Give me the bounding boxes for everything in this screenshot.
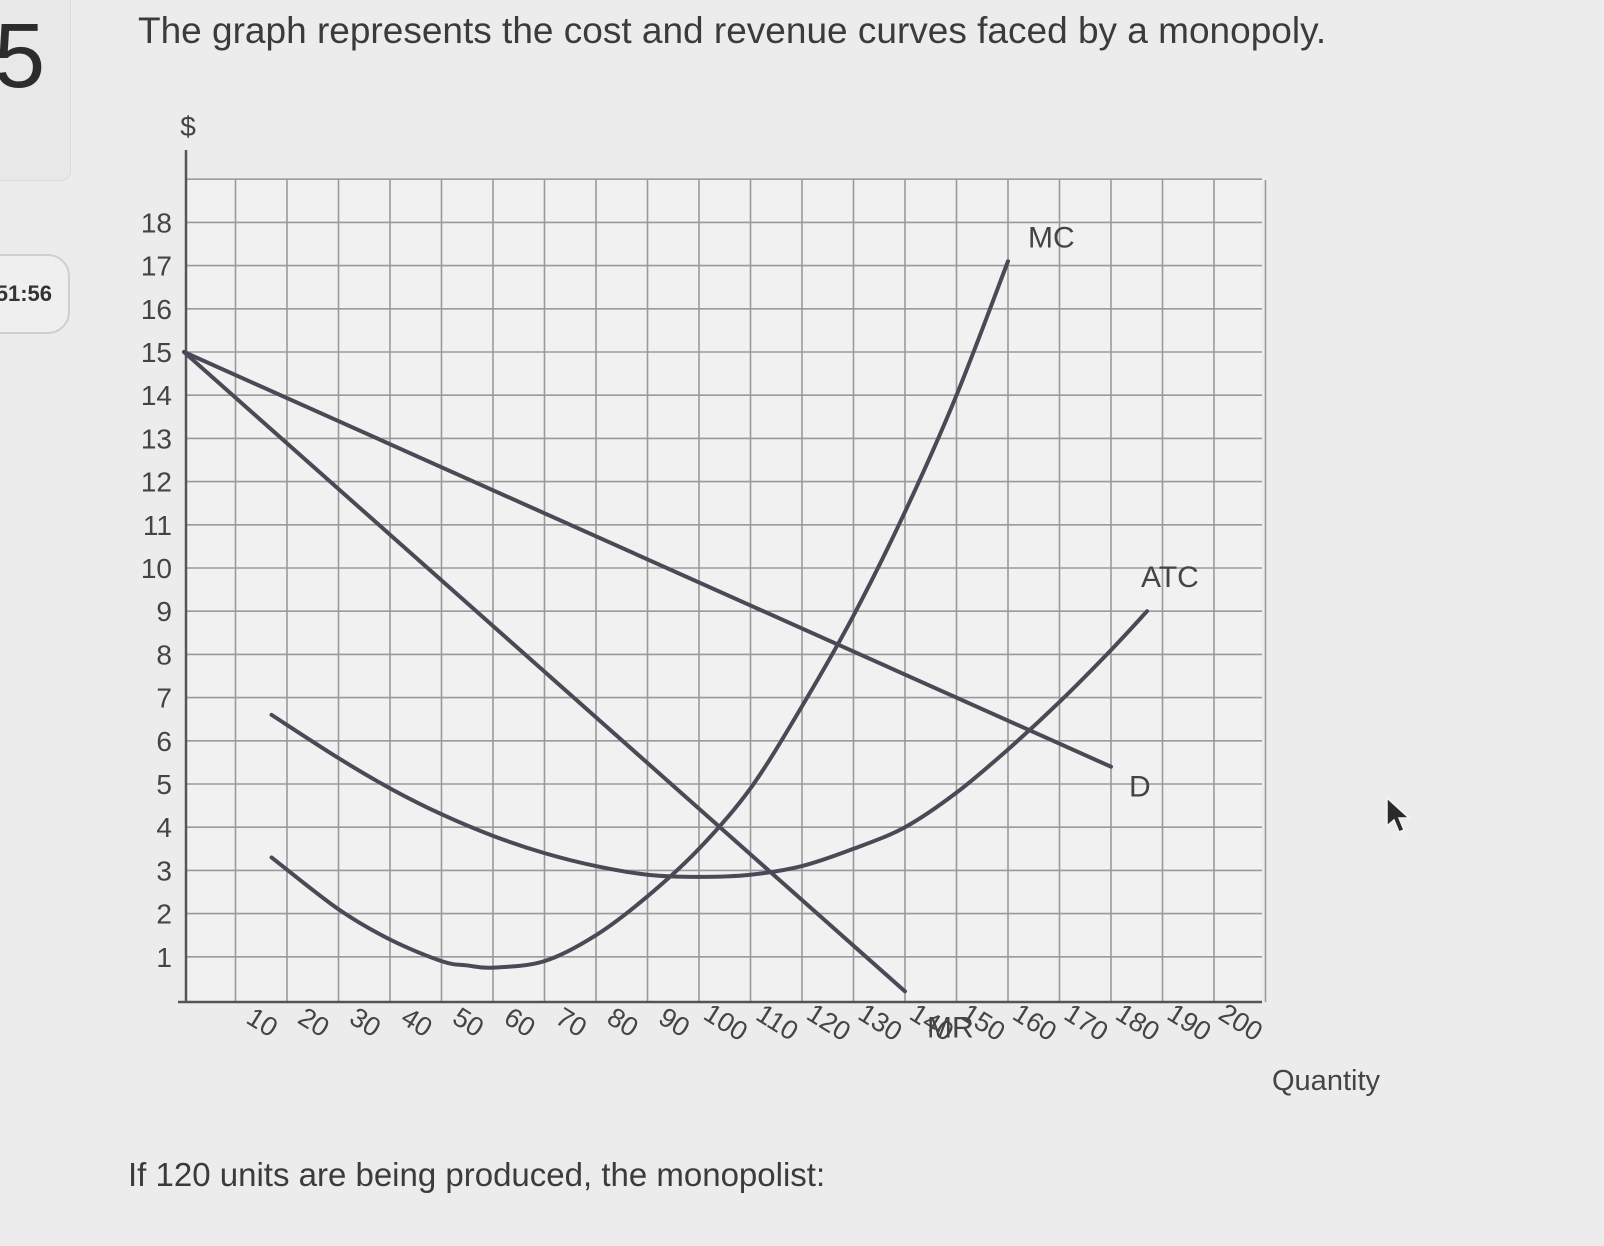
timer-text: 51:56 <box>0 281 52 306</box>
series-line-d <box>182 350 1113 769</box>
x-tick-label: 190 <box>1162 998 1216 1047</box>
x-tick-label: 130 <box>853 998 907 1047</box>
y-tick-label: 5 <box>156 769 172 800</box>
y-tick-label: 7 <box>156 683 172 714</box>
y-tick-label: 15 <box>141 337 172 368</box>
x-tick-label: 180 <box>1111 998 1165 1047</box>
series-line-atc <box>269 609 1150 879</box>
x-tick-label: 40 <box>396 1002 437 1043</box>
y-tick-label: 2 <box>156 899 172 930</box>
x-tick-label: 90 <box>654 1002 695 1043</box>
plot-area <box>186 180 1262 1002</box>
question-text: If 120 units are being produced, the mon… <box>128 1156 826 1193</box>
chart-series <box>182 259 1150 994</box>
series-label-d: D <box>1129 771 1151 804</box>
y-tick-label: 11 <box>143 510 172 541</box>
x-tick-label: 170 <box>1059 998 1113 1047</box>
x-tick-label: 100 <box>699 998 753 1047</box>
y-tick-label: 10 <box>141 553 172 584</box>
x-tick-label: 50 <box>448 1002 489 1043</box>
series-label-atc: ATC <box>1141 561 1199 594</box>
cursor-icon <box>1386 796 1411 833</box>
y-axis-label: $ <box>180 111 196 142</box>
y-tick-label: 1 <box>156 942 172 973</box>
chart-axes <box>178 150 1262 1004</box>
x-tick-label: 30 <box>345 1002 386 1043</box>
y-tick-label: 17 <box>141 251 172 282</box>
y-tick-label: 18 <box>141 207 172 238</box>
y-tick-label: 4 <box>156 812 172 843</box>
x-tick-label: 20 <box>293 1002 334 1043</box>
x-tick-label: 60 <box>499 1002 540 1043</box>
series-line-mr <box>182 350 907 994</box>
y-tick-label: 12 <box>141 467 172 498</box>
y-tick-label: 3 <box>156 855 172 886</box>
y-tick-label: 13 <box>141 423 172 454</box>
y-tick-label: 16 <box>141 294 172 325</box>
series-label-mr: MR <box>927 1011 974 1044</box>
question-prompt: The graph represents the cost and revenu… <box>138 10 1327 51</box>
x-tick-label: 10 <box>242 1002 283 1043</box>
x-axis-label: Quantity <box>1272 1065 1380 1097</box>
x-tick-label: 80 <box>602 1002 643 1043</box>
y-tick-label: 8 <box>156 639 172 670</box>
series-line-mc <box>269 259 1010 970</box>
x-tick-label: 120 <box>802 998 856 1047</box>
x-tick-label: 160 <box>1008 998 1062 1047</box>
x-tick-label: 70 <box>551 1002 592 1043</box>
x-tick-label: 200 <box>1214 998 1268 1047</box>
series-label-mc: MC <box>1028 221 1075 254</box>
question-number: 5 <box>0 5 46 107</box>
y-tick-label: 9 <box>156 596 172 627</box>
timer-badge: 51:56 <box>0 254 70 334</box>
y-tick-label: 14 <box>141 380 172 411</box>
y-tick-label: 6 <box>156 726 172 757</box>
chart-grid <box>186 178 1267 1002</box>
left-panel <box>0 0 71 181</box>
x-tick-label: 110 <box>751 998 803 1046</box>
